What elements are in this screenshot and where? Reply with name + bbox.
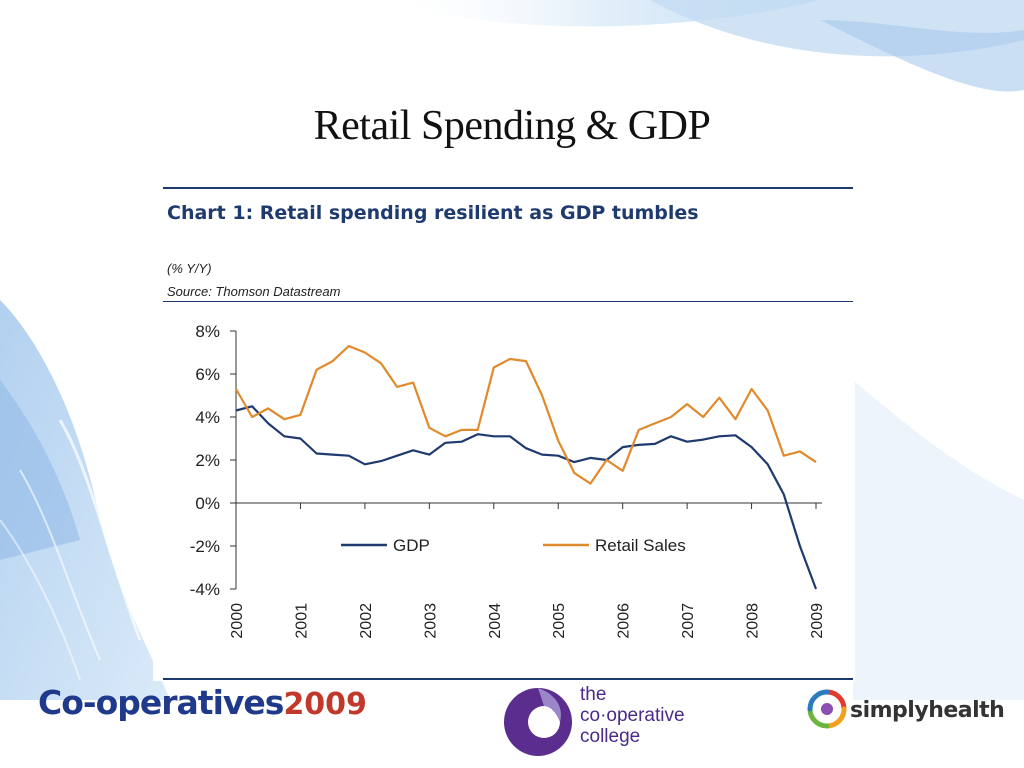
co-operative-college-icon: [503, 688, 573, 756]
x-tick-label: 2009: [809, 603, 826, 639]
college-logo-line-2: co·operative: [580, 705, 685, 726]
chart-source: Source: Thomson Datastream: [167, 284, 341, 299]
x-tick-label: 2004: [487, 603, 504, 639]
legend-label: GDP: [393, 536, 430, 555]
x-tick-label: 2005: [551, 603, 568, 639]
y-tick-label: 0%: [195, 494, 220, 513]
chart-axes: 8% 6% 4% 2% 0% -2% -4% 2000 2001 2002 2003 2004 2005…: [190, 322, 826, 639]
co-operatives-2009-logo: Co-operatives2009: [38, 683, 367, 722]
co-operatives-logo-text: Co-operatives: [38, 683, 284, 722]
y-tick-label: -2%: [190, 537, 220, 556]
chart-meta-rule: [163, 301, 853, 302]
x-tick-label: 2007: [680, 603, 697, 639]
y-tick-label: 4%: [195, 408, 220, 427]
chart-series: [235, 344, 818, 590]
x-tick-label: 2006: [616, 603, 633, 639]
series-line-retail-sales: [235, 344, 817, 485]
chart-top-rule: [163, 187, 853, 189]
x-tick-label: 2003: [422, 603, 439, 639]
chart-bottom-rule: [163, 678, 853, 680]
y-tick-label: 8%: [195, 322, 220, 341]
college-logo-line-1: the: [580, 684, 607, 705]
co-operatives-logo-year: 2009: [283, 687, 367, 722]
y-tick-label: 6%: [195, 365, 220, 384]
line-chart: 8% 6% 4% 2% 0% -2% -4% 2000 2001 2002 2003 2004 2005…: [190, 322, 826, 639]
x-tick-label: 2008: [745, 603, 762, 639]
legend-label: Retail Sales: [595, 536, 686, 555]
chart-legend: GDP Retail Sales: [341, 536, 686, 555]
chart-unit-note: (% Y/Y): [167, 261, 212, 276]
slide-title: Retail Spending & GDP: [313, 103, 711, 149]
x-tick-label: 2001: [293, 603, 310, 639]
y-tick-label: -4%: [190, 580, 220, 599]
x-tick-label: 2000: [229, 603, 246, 639]
chart-panel: Chart 1: Retail spending resilient as GD…: [153, 183, 855, 681]
college-logo-line-3: college: [580, 726, 641, 747]
series-line-gdp: [235, 405, 818, 590]
y-tick-label: 2%: [195, 451, 220, 470]
x-tick-label: 2002: [358, 603, 375, 639]
co-operative-college-logo: the co·operative college: [498, 682, 738, 762]
simplyhealth-logo-text: simplyhealth: [850, 698, 1005, 723]
chart-heading: Chart 1: Retail spending resilient as GD…: [167, 202, 699, 224]
simplyhealth-logo: simplyhealth: [806, 688, 1006, 738]
simplyhealth-swirl-icon: [807, 689, 847, 729]
